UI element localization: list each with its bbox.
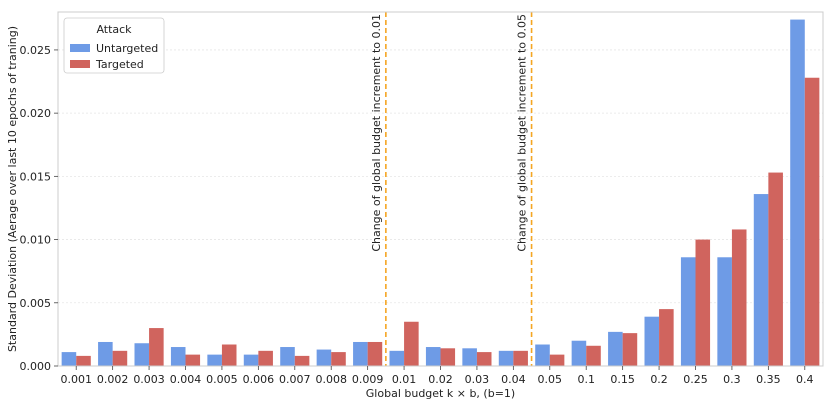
bar-targeted xyxy=(549,354,565,366)
bar-targeted xyxy=(112,350,128,366)
y-axis: 0.000 0.005 0.010 0.015 0.020 0.025 xyxy=(20,44,58,373)
x-tick-label: 0.001 xyxy=(60,373,92,386)
x-tick-label: 0.02 xyxy=(428,373,453,386)
bar-untargeted xyxy=(680,257,696,366)
x-tick-label: 0.1 xyxy=(577,373,595,386)
x-tick-label: 0.25 xyxy=(683,373,708,386)
x-tick-label: 0.007 xyxy=(279,373,311,386)
bar-targeted xyxy=(221,344,237,366)
bar-untargeted xyxy=(389,350,405,366)
x-tick-label: 0.009 xyxy=(352,373,384,386)
bar-targeted xyxy=(695,239,711,366)
x-tick-label: 0.2 xyxy=(650,373,668,386)
bar-untargeted xyxy=(608,331,623,366)
bar-untargeted xyxy=(353,341,368,366)
x-tick-label: 0.4 xyxy=(796,373,814,386)
x-tick-label: 0.05 xyxy=(538,373,563,386)
x-axis-label: Global budget k × b, (b=1) xyxy=(366,387,515,400)
bar-untargeted xyxy=(316,349,332,366)
bar-targeted xyxy=(149,328,164,366)
bar-targeted xyxy=(731,229,747,366)
bar-untargeted xyxy=(717,257,732,366)
legend-entry: Targeted xyxy=(95,58,144,71)
bar-untargeted xyxy=(134,343,150,366)
bar-untargeted xyxy=(535,344,550,366)
bar-targeted xyxy=(513,350,528,366)
bar-untargeted xyxy=(61,352,77,366)
legend-entry: Untargeted xyxy=(96,42,158,55)
bar-targeted xyxy=(404,321,419,366)
y-tick-label: 0.020 xyxy=(20,107,52,120)
x-axis: 0.001 0.002 0.003 0.004 0.005 0.006 0.007 0.008… xyxy=(60,366,814,386)
annotation-label: Change of global budget increment to 0.0… xyxy=(516,14,529,252)
x-tick-label: 0.03 xyxy=(465,373,490,386)
bar-targeted xyxy=(440,348,456,366)
bar-untargeted xyxy=(98,341,113,366)
bar-untargeted xyxy=(243,354,259,366)
bar-untargeted xyxy=(571,340,587,366)
bar-untargeted xyxy=(753,194,769,366)
bar-targeted xyxy=(476,352,492,366)
bar-untargeted xyxy=(170,347,186,366)
x-tick-label: 0.35 xyxy=(756,373,781,386)
x-tick-label: 0.15 xyxy=(610,373,635,386)
x-tick-label: 0.002 xyxy=(97,373,129,386)
bar-targeted xyxy=(659,309,674,366)
bar-untargeted xyxy=(280,347,295,366)
x-tick-label: 0.005 xyxy=(206,373,238,386)
bar-targeted xyxy=(804,77,820,366)
x-tick-label: 0.01 xyxy=(392,373,417,386)
bar-targeted xyxy=(622,333,638,366)
bar-targeted xyxy=(331,352,346,366)
y-axis-label: Standard Deviation (Aerage over last 10 … xyxy=(6,26,19,352)
bar-targeted xyxy=(258,350,273,366)
x-tick-label: 0.004 xyxy=(170,373,202,386)
bar-untargeted xyxy=(462,348,477,366)
legend-swatch xyxy=(70,44,90,52)
y-tick-label: 0.015 xyxy=(20,170,52,183)
y-tick-label: 0.005 xyxy=(20,297,52,310)
legend-title: Attack xyxy=(96,23,132,36)
bars xyxy=(61,19,820,366)
x-tick-label: 0.006 xyxy=(243,373,275,386)
y-tick-label: 0.000 xyxy=(20,360,52,373)
bar-targeted xyxy=(586,345,601,366)
y-tick-label: 0.010 xyxy=(20,234,52,247)
bar-untargeted xyxy=(425,347,441,366)
x-tick-label: 0.3 xyxy=(723,373,741,386)
bar-untargeted xyxy=(790,19,805,366)
x-tick-label: 0.04 xyxy=(501,373,526,386)
bar-targeted xyxy=(367,341,383,366)
bar-targeted xyxy=(768,172,783,366)
x-tick-label: 0.003 xyxy=(133,373,165,386)
legend-swatch xyxy=(70,60,90,68)
legend-box xyxy=(63,17,165,74)
bar-untargeted xyxy=(498,350,514,366)
y-tick-label: 0.025 xyxy=(20,44,52,57)
legend: Attack Untargeted Targeted xyxy=(63,17,165,74)
bar-targeted xyxy=(294,355,310,366)
bar-untargeted xyxy=(207,354,222,366)
x-tick-label: 0.008 xyxy=(315,373,347,386)
bar-targeted xyxy=(76,355,91,366)
annotation-label: Change of global budget increment to 0.0… xyxy=(370,14,383,252)
bar-untargeted xyxy=(644,316,660,366)
bar-targeted xyxy=(185,354,201,366)
annotations: Change of global budget increment to 0.0… xyxy=(370,12,533,366)
